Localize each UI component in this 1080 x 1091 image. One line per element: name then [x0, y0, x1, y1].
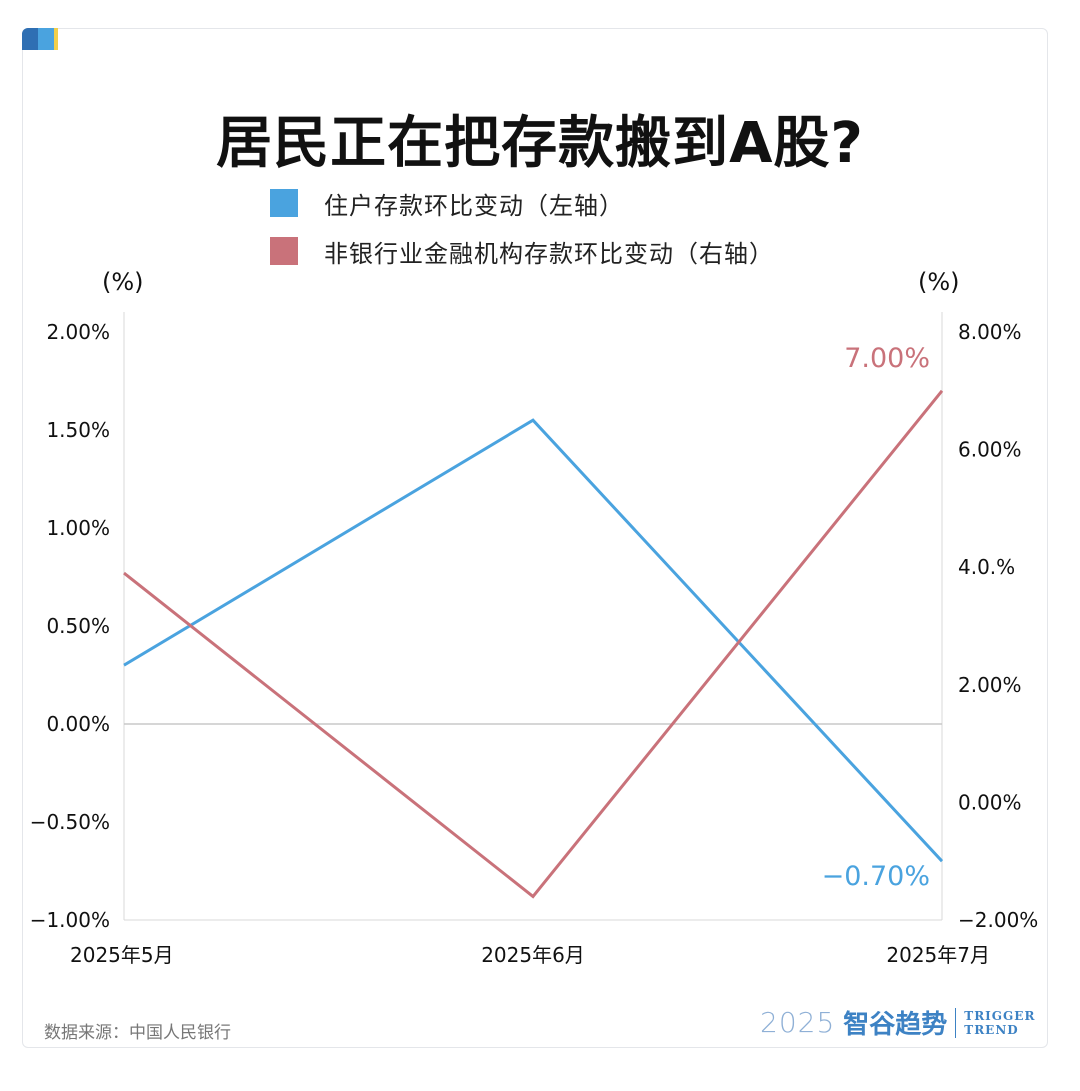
right-tick-label: 4.0.% — [958, 555, 1015, 579]
x-tick-label: 2025年7月 — [886, 943, 990, 967]
brand-english: TRIGGER TREND — [964, 1009, 1035, 1037]
brand-name: 智谷趋势 — [843, 1010, 948, 1040]
left-tick-label: −0.50% — [30, 810, 110, 834]
brand-english-line2: TREND — [964, 1022, 1019, 1037]
brand-year: 2025 — [760, 1006, 836, 1039]
x-tick-label: 2025年5月 — [70, 943, 174, 967]
chart-title: 居民正在把存款搬到A股? — [216, 111, 864, 176]
series-line-nonbank — [123, 389, 944, 899]
legend-label-nonbank: 非银行业金融机构存款环比变动（右轴） — [324, 239, 774, 268]
left-tick-label: 1.00% — [46, 516, 110, 540]
legend-label-household: 住户存款环比变动（左轴） — [324, 191, 624, 220]
brand-english-line1: TRIGGER — [964, 1008, 1036, 1023]
left-axis-unit: (%) — [102, 268, 144, 296]
source-note: 数据来源：中国人民银行 — [44, 1023, 231, 1043]
corner-mark — [22, 28, 58, 50]
corner-mark-light — [38, 28, 54, 50]
right-tick-label: 6.00% — [958, 438, 1022, 462]
left-tick-label: 0.00% — [46, 712, 110, 736]
brand-logo: 2025 智谷趋势 TRIGGER TREND — [760, 1004, 1035, 1041]
right-tick-label: 8.00% — [958, 320, 1022, 344]
right-tick-label: −2.00% — [958, 908, 1038, 932]
corner-mark-dark — [22, 28, 38, 50]
series-line-household — [123, 418, 944, 863]
chart-card — [22, 28, 1048, 1048]
legend-swatch-household — [270, 189, 298, 217]
right-tick-label: 0.00% — [958, 790, 1022, 814]
left-tick-label: 1.50% — [46, 418, 110, 442]
left-tick-label: 0.50% — [46, 614, 110, 638]
right-tick-label: 2.00% — [958, 673, 1022, 697]
legend: 住户存款环比变动（左轴） 非银行业金融机构存款环比变动（右轴） — [270, 182, 774, 278]
legend-item-nonbank: 非银行业金融机构存款环比变动（右轴） — [270, 230, 774, 272]
right-axis-unit: (%) — [918, 268, 960, 296]
data-label-nonbank: 7.00% — [844, 343, 930, 374]
legend-swatch-nonbank — [270, 237, 298, 265]
brand-separator — [955, 1007, 957, 1038]
left-tick-label: −1.00% — [30, 908, 110, 932]
corner-mark-yellow — [54, 28, 58, 50]
legend-item-household: 住户存款环比变动（左轴） — [270, 182, 774, 224]
data-label-household: −0.70% — [822, 861, 930, 892]
left-tick-label: 2.00% — [46, 320, 110, 344]
x-tick-label: 2025年6月 — [481, 943, 585, 967]
